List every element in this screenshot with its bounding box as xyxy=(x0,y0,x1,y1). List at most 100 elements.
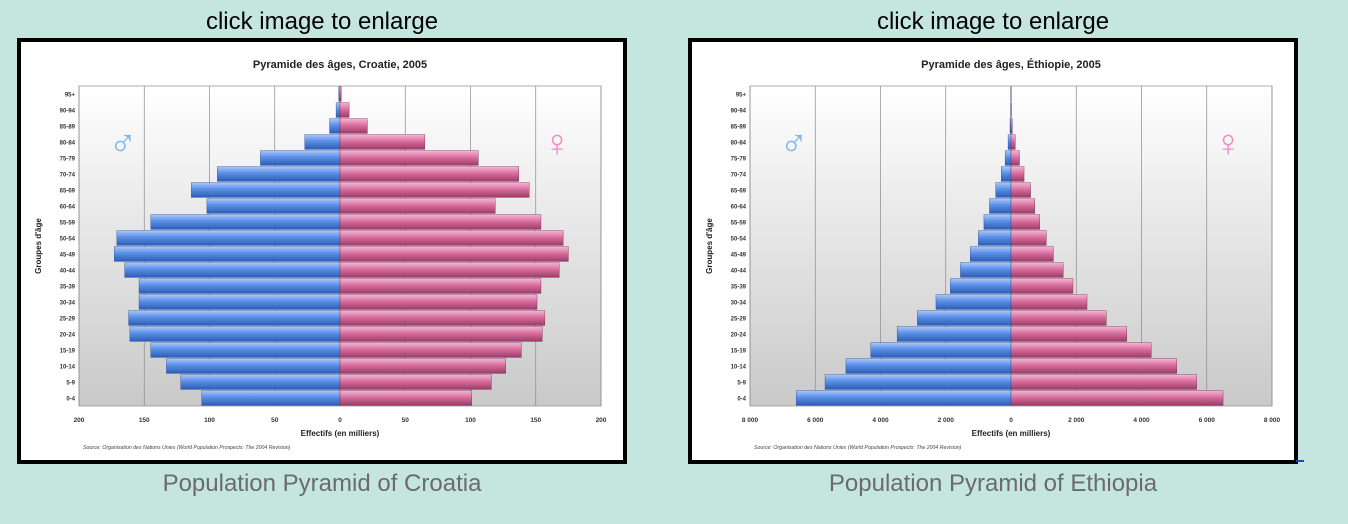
male-bar xyxy=(950,278,1012,294)
underline-link[interactable] xyxy=(1296,460,1304,462)
x-tick-label: 50 xyxy=(271,417,279,424)
age-group-label: 15-19 xyxy=(60,348,76,354)
male-bar xyxy=(260,150,341,166)
female-bar xyxy=(1010,342,1152,358)
female-bar xyxy=(339,134,426,150)
x-tick-label: 2 000 xyxy=(1068,417,1085,424)
x-tick-label: 150 xyxy=(139,417,150,424)
male-bar xyxy=(983,214,1012,230)
female-bar xyxy=(1010,198,1036,214)
female-bar xyxy=(1010,358,1177,374)
image-caption: Population Pyramid of Croatia xyxy=(162,470,482,497)
female-bar xyxy=(1010,182,1031,198)
male-bar xyxy=(114,246,341,262)
female-bar xyxy=(339,102,350,118)
male-bar xyxy=(329,118,341,134)
female-bar xyxy=(1010,118,1013,134)
x-tick-label: 0 xyxy=(338,417,342,424)
x-tick-label: 4 000 xyxy=(1133,417,1150,424)
male-bar xyxy=(201,390,341,406)
chart-title: Pyramide des âges, Croatie, 2005 xyxy=(253,59,427,71)
male-bar xyxy=(978,230,1012,246)
age-group-label: 20-24 xyxy=(60,332,76,338)
female-bar xyxy=(339,166,519,182)
age-group-label: 10-14 xyxy=(731,364,747,370)
age-group-label: 80-84 xyxy=(60,140,76,146)
female-bar xyxy=(339,342,522,358)
x-tick-label: 50 xyxy=(402,417,410,424)
age-group-label: 75-79 xyxy=(60,156,76,162)
female-bar xyxy=(339,390,473,406)
age-group-label: 20-24 xyxy=(731,332,747,338)
age-group-label: 90-94 xyxy=(60,108,76,114)
age-group-label: 45-49 xyxy=(731,252,747,258)
male-symbol-icon: ♂ xyxy=(780,123,809,165)
x-tick-label: 8 000 xyxy=(742,417,759,424)
male-bar xyxy=(150,214,341,230)
male-bar xyxy=(217,166,341,182)
age-group-label: 5-9 xyxy=(737,380,746,386)
age-group-label: 50-54 xyxy=(60,236,76,242)
x-tick-label: 8 000 xyxy=(1264,417,1281,424)
age-group-label: 25-29 xyxy=(731,316,747,322)
age-group-label: 10-14 xyxy=(60,364,76,370)
age-group-label: 70-74 xyxy=(60,172,76,178)
x-tick-label: 150 xyxy=(530,417,541,424)
x-tick-label: 6 000 xyxy=(807,417,824,424)
age-group-label: 55-59 xyxy=(60,220,76,226)
male-bar xyxy=(1001,166,1012,182)
male-bar xyxy=(150,342,341,358)
age-group-label: 50-54 xyxy=(731,236,747,242)
male-bar xyxy=(845,358,1012,374)
male-bar xyxy=(989,198,1012,214)
male-bar xyxy=(960,262,1012,278)
age-group-label: 60-64 xyxy=(60,204,76,210)
female-bar xyxy=(1010,230,1047,246)
age-group-label: 40-44 xyxy=(60,268,76,274)
female-bar xyxy=(339,326,543,342)
male-bar xyxy=(796,390,1012,406)
x-axis-label: Effectifs (en milliers) xyxy=(301,429,380,438)
male-bar xyxy=(896,326,1012,342)
female-bar xyxy=(1010,374,1197,390)
male-bar xyxy=(335,102,341,118)
age-group-label: 25-29 xyxy=(60,316,76,322)
female-bar xyxy=(339,198,496,214)
female-bar xyxy=(339,230,564,246)
male-bar xyxy=(1007,134,1012,150)
male-bar xyxy=(191,182,341,198)
population-pyramid-chart: Pyramide des âges, Croatie, 2005 200 150 10… xyxy=(34,59,607,451)
age-group-label: 15-19 xyxy=(731,348,747,354)
female-symbol-icon: ♀ xyxy=(1214,123,1243,165)
age-group-label: 30-34 xyxy=(60,300,76,306)
female-bar xyxy=(339,86,342,102)
age-group-label: 35-39 xyxy=(731,284,747,290)
enlarge-hint: click image to enlarge xyxy=(876,8,1110,35)
x-tick-label: 100 xyxy=(465,417,476,424)
male-bar xyxy=(138,294,341,310)
female-bar xyxy=(1010,150,1020,166)
pyramid-image-link[interactable]: Pyramide des âges, Éthiopie, 2005 8 000 6 … xyxy=(688,38,1298,464)
male-bar xyxy=(304,134,341,150)
male-bar xyxy=(824,374,1012,390)
female-bar xyxy=(1010,310,1107,326)
age-group-label: 85-89 xyxy=(731,124,747,130)
age-group-label: 65-69 xyxy=(60,188,76,194)
male-bar xyxy=(129,326,341,342)
pyramid-image-link[interactable]: Pyramide des âges, Croatie, 2005 200 150 10… xyxy=(17,38,627,464)
male-bar xyxy=(180,374,341,390)
x-tick-label: 100 xyxy=(204,417,215,424)
age-group-label: 85-89 xyxy=(60,124,76,130)
female-bar xyxy=(339,118,368,134)
female-bar xyxy=(339,278,542,294)
x-tick-label: 6 000 xyxy=(1199,417,1216,424)
image-caption: Population Pyramid of Ethiopia xyxy=(828,470,1158,497)
female-bar xyxy=(339,358,506,374)
age-group-label: 0-4 xyxy=(66,396,75,402)
male-symbol-icon: ♂ xyxy=(109,123,138,165)
female-bar xyxy=(1010,390,1224,406)
female-bar xyxy=(1010,294,1088,310)
population-pyramid-chart: Pyramide des âges, Éthiopie, 2005 8 000 6 … xyxy=(705,58,1281,451)
x-tick-label: 4 000 xyxy=(872,417,889,424)
female-bar xyxy=(1010,134,1016,150)
